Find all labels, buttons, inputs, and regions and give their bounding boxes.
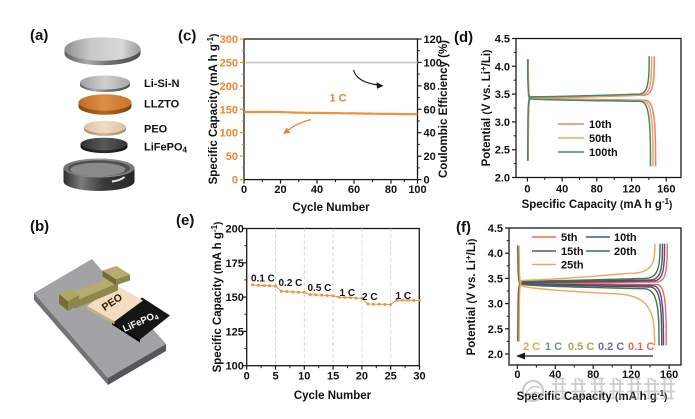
svg-text:100: 100 [408,184,426,196]
svg-text:120: 120 [424,34,442,46]
svg-text:0.5 C: 0.5 C [568,341,594,353]
svg-text:0.5 C: 0.5 C [308,283,332,294]
svg-text:0.1 C: 0.1 C [628,341,654,353]
svg-text:160: 160 [657,184,675,196]
svg-text:2.5: 2.5 [488,324,503,336]
svg-text:50th: 50th [589,133,612,145]
svg-text:250: 250 [220,57,238,69]
svg-text:25th: 25th [561,260,584,272]
svg-text:15th: 15th [561,246,584,258]
svg-text:100th: 100th [589,147,618,159]
svg-text:2.0: 2.0 [488,349,503,361]
svg-text:Potential (V vs. Li+/Li): Potential (V vs. Li+/Li) [464,239,478,356]
svg-text:Potential (V vs. Li+/Li): Potential (V vs. Li+/Li) [479,50,493,167]
svg-text:3.0: 3.0 [488,299,503,311]
svg-text:0.1 C: 0.1 C [251,274,275,285]
svg-text:125: 125 [226,326,244,338]
svg-text:20th: 20th [614,246,637,258]
svg-text:(d): (d) [454,29,473,46]
svg-text:Specific Capacity (mA h g-1): Specific Capacity (mA h g-1) [206,34,220,185]
svg-text:0: 0 [241,184,247,196]
svg-text:120: 120 [622,184,640,196]
svg-text:5: 5 [272,371,278,383]
svg-text:Li-Si-N: Li-Si-N [144,78,179,90]
svg-text:(b): (b) [30,218,49,235]
svg-text:40: 40 [311,184,323,196]
svg-text:40: 40 [556,184,568,196]
svg-text:Specific Capacity (mA h g-1): Specific Capacity (mA h g-1) [522,197,673,211]
svg-text:Specific Capacity (mA h g-1): Specific Capacity (mA h g-1) [517,389,668,403]
svg-text:80: 80 [385,184,397,196]
svg-text:80: 80 [591,184,603,196]
svg-text:60: 60 [348,184,360,196]
svg-text:(e): (e) [176,212,194,229]
svg-text:LiFePO4: LiFePO4 [144,142,188,155]
svg-text:Coulombic Efficiency (%): Coulombic Efficiency (%) [438,40,450,178]
svg-text:200: 200 [226,224,244,236]
svg-text:20: 20 [424,151,436,163]
svg-text:80: 80 [424,81,436,93]
svg-text:10: 10 [298,371,310,383]
svg-text:4.5: 4.5 [495,34,510,46]
svg-text:Cycle Number: Cycle Number [294,390,372,402]
svg-text:15: 15 [327,371,339,383]
svg-text:0: 0 [232,175,238,187]
svg-text:40: 40 [424,128,436,140]
svg-text:300: 300 [220,34,238,46]
svg-text:100: 100 [220,128,238,140]
svg-text:1 C: 1 C [545,341,562,353]
svg-text:0: 0 [244,371,250,383]
svg-text:0.2 C: 0.2 C [598,341,624,353]
svg-text:10th: 10th [614,232,637,244]
svg-text:1 C: 1 C [396,291,412,302]
svg-text:1 C: 1 C [329,93,346,105]
svg-text:10th: 10th [589,119,612,131]
svg-text:60: 60 [424,104,436,116]
svg-text:Cycle Number: Cycle Number [292,202,370,214]
svg-text:0: 0 [524,184,530,196]
svg-text:Specific Capacity (mA h g-1): Specific Capacity (mA h g-1) [210,222,224,373]
svg-text:2 C: 2 C [523,341,540,353]
svg-text:20: 20 [356,371,368,383]
svg-text:PEO: PEO [144,124,168,136]
svg-text:4.5: 4.5 [488,223,503,235]
svg-text:3.0: 3.0 [495,117,510,129]
svg-text:(f): (f) [456,219,471,236]
svg-text:150: 150 [226,292,244,304]
svg-text:LLZTO: LLZTO [144,99,180,111]
svg-text:0: 0 [424,175,430,187]
svg-text:4.0: 4.0 [495,61,510,73]
svg-text:2.5: 2.5 [495,145,510,157]
svg-text:30: 30 [413,371,425,383]
svg-text:1 C: 1 C [340,288,356,299]
svg-text:200: 200 [220,81,238,93]
svg-text:25: 25 [385,371,397,383]
svg-text:5th: 5th [561,232,578,244]
svg-text:(a): (a) [30,27,48,44]
svg-text:100: 100 [424,57,442,69]
svg-text:4.0: 4.0 [488,248,503,260]
svg-text:20: 20 [274,184,286,196]
svg-text:2.0: 2.0 [495,173,510,185]
svg-text:3.5: 3.5 [488,273,503,285]
svg-text:0: 0 [514,369,520,381]
svg-text:50: 50 [226,151,238,163]
svg-text:150: 150 [220,104,238,116]
svg-text:175: 175 [226,258,244,270]
svg-text:3.5: 3.5 [495,89,510,101]
svg-text:100: 100 [226,361,244,373]
svg-text:0.2 C: 0.2 C [279,278,303,289]
svg-text:(c): (c) [178,28,196,45]
svg-text:2 C: 2 C [362,292,378,303]
